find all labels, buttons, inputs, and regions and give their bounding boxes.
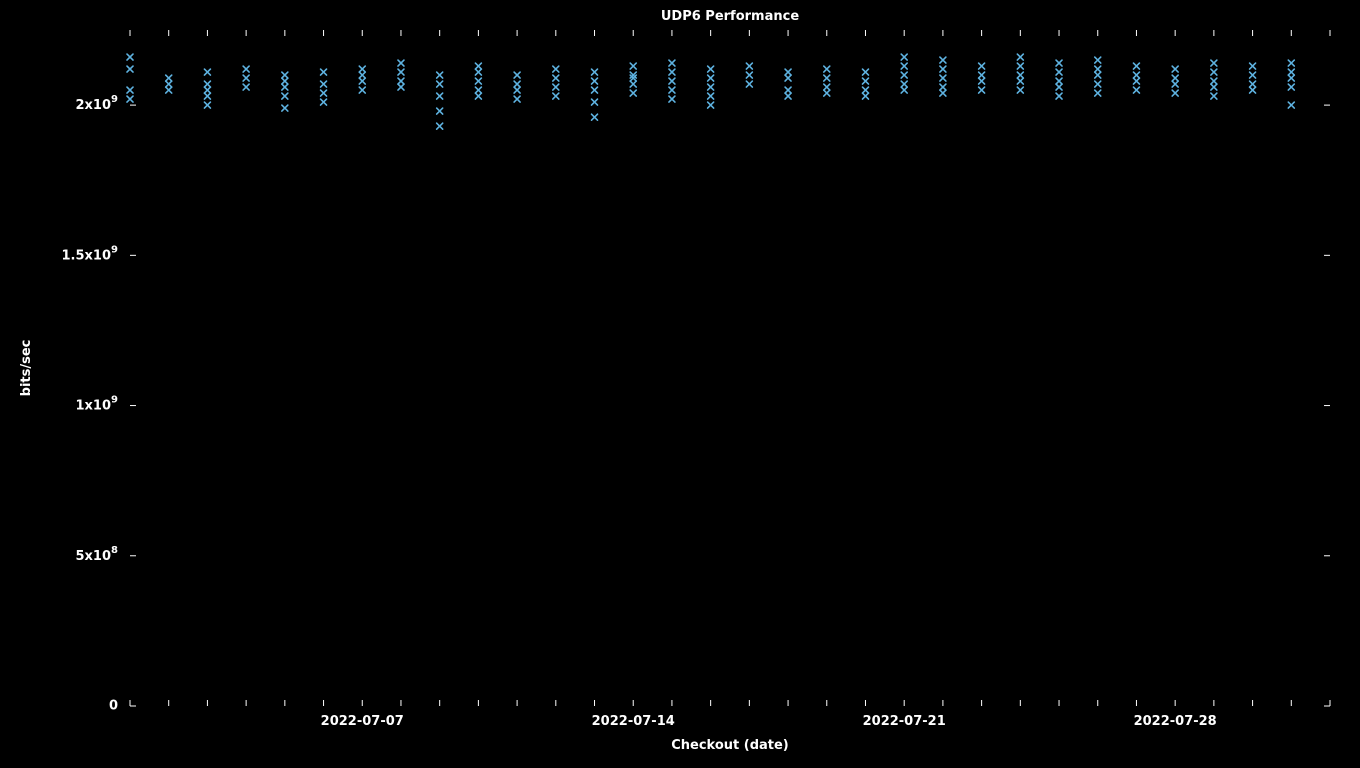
y-tick-label: 1.5x109: [62, 244, 119, 262]
x-tick-label: 2022-07-28: [1134, 714, 1217, 729]
x-tick-label: 2022-07-21: [863, 714, 946, 729]
x-tick-label: 2022-07-07: [321, 714, 404, 729]
chart-title: UDP6 Performance: [661, 9, 799, 24]
chart-container: UDP6 Performance05x1081x1091.5x1092x1092…: [0, 0, 1360, 768]
plot-background: [0, 0, 1360, 768]
y-tick-label: 0: [109, 699, 118, 714]
x-axis-title: Checkout (date): [671, 738, 789, 753]
y-axis-title: bits/sec: [19, 340, 34, 397]
x-tick-label: 2022-07-14: [592, 714, 675, 729]
udp6-performance-chart: UDP6 Performance05x1081x1091.5x1092x1092…: [0, 0, 1360, 768]
